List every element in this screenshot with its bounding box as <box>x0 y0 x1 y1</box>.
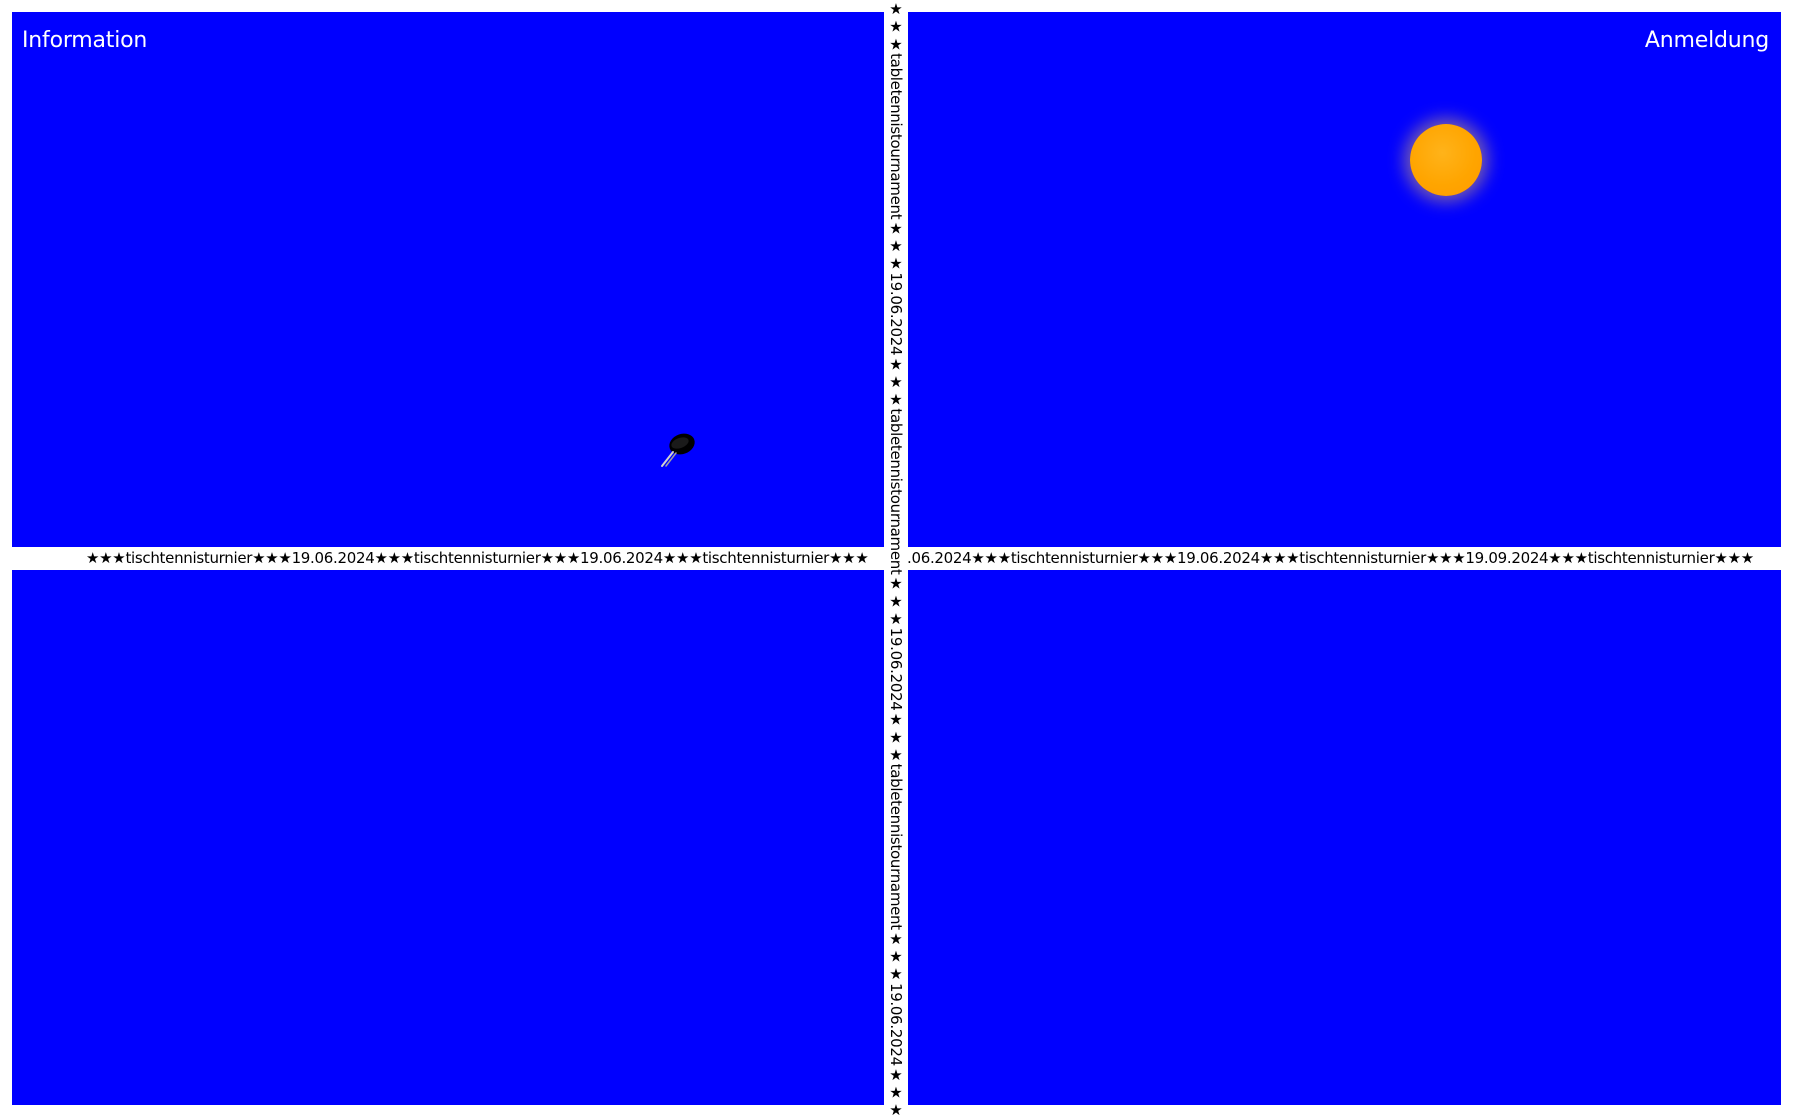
panel-top-right: Anmeldung <box>908 12 1781 547</box>
horizontal-ticker-text-left: ★★★tischtennisturnier★★★19.06.2024★★★tis… <box>86 549 869 567</box>
table-tennis-paddle-icon <box>661 433 695 467</box>
information-link[interactable]: Information <box>22 28 148 53</box>
panel-bottom-left <box>12 570 884 1105</box>
panel-bottom-right <box>908 570 1781 1105</box>
ticker-edge <box>1779 548 1793 569</box>
horizontal-ticker-text-right: .06.2024★★★tischtennisturnier★★★19.06.20… <box>907 549 1754 567</box>
vertical-ticker: ★★★tabletennistournament★★★19.06.2024★★★… <box>885 0 907 1116</box>
anmeldung-link[interactable]: Anmeldung <box>1644 28 1769 53</box>
table-tennis-ball-icon <box>1410 124 1482 196</box>
panel-top-left: Information <box>12 12 884 547</box>
vertical-ticker-text: ★★★tabletennistournament★★★19.06.2024★★★… <box>887 0 905 1116</box>
